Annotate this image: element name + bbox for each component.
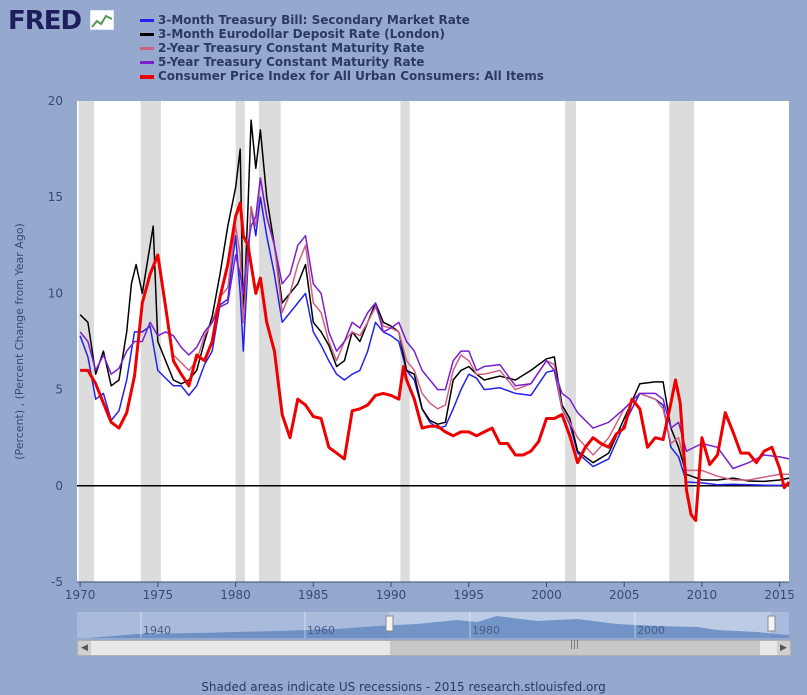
legend-label: Consumer Price Index for All Urban Consu… — [158, 69, 544, 83]
y-tick-label: 15 — [48, 190, 63, 204]
scroll-thumb[interactable]: ||| — [390, 640, 760, 655]
legend-swatch — [140, 33, 154, 36]
fred-logo-chart-icon — [90, 10, 114, 30]
y-tick-label: 10 — [48, 286, 63, 300]
recession-note: Shaded areas indicate US recessions - 20… — [201, 680, 606, 694]
navigator-handle-right[interactable] — [767, 615, 776, 632]
x-tick-label: 1980 — [220, 588, 251, 602]
recession-band-1 — [140, 101, 161, 582]
x-tick-label: 1995 — [453, 588, 484, 602]
navigator-label: 1980 — [472, 624, 500, 637]
legend-label: 2-Year Treasury Constant Maturity Rate — [158, 41, 425, 55]
navigator-handle-left[interactable] — [385, 615, 394, 632]
chart-svg: -5 0 5 10 15 20 1970 1975 1980 1985 1990 1995 2000 20… — [13, 94, 795, 602]
legend-swatch — [140, 19, 154, 22]
x-tick-label: 2015 — [764, 588, 795, 602]
recession-band-5 — [565, 101, 577, 582]
legend-label: 3-Month Eurodollar Deposit Rate (London) — [158, 27, 445, 41]
navigator-label: 1960 — [307, 624, 335, 637]
scroll-right-arrow-icon[interactable]: ▶ — [777, 641, 790, 655]
y-tick-label: 5 — [55, 383, 63, 397]
recession-band-0 — [78, 101, 95, 582]
recession-band-2 — [235, 101, 245, 582]
fred-logo[interactable]: FRED — [8, 6, 82, 36]
x-tick-label: 2000 — [531, 588, 562, 602]
legend-swatch — [140, 47, 154, 50]
legend-label: 3-Month Treasury Bill: Secondary Market … — [158, 13, 470, 27]
x-tick-label: 2005 — [609, 588, 640, 602]
y-tick-label: 0 — [55, 479, 63, 493]
series-line-cpi — [80, 201, 791, 522]
navigator-area — [89, 616, 789, 638]
series-line-treas5 — [79, 177, 790, 470]
x-tick-label: 1975 — [143, 588, 174, 602]
y-tick-label: 20 — [48, 94, 63, 108]
x-tick-label: 1990 — [376, 588, 407, 602]
y-axis-label: (Percent) , (Percent Change from Year Ag… — [13, 223, 26, 460]
legend-swatch — [140, 75, 154, 79]
range-scrollbar[interactable]: ◀ ||| ▶ — [77, 640, 791, 656]
navigator-svg: 1940 1960 1980 2000 — [77, 612, 789, 638]
legend-swatch — [140, 61, 154, 64]
legend-label: 5-Year Treasury Constant Maturity Rate — [158, 55, 425, 69]
recession-band-4 — [400, 101, 410, 582]
navigator-label: 2000 — [637, 624, 665, 637]
x-tick-label: 1985 — [298, 588, 329, 602]
navigator-label: 1940 — [143, 624, 171, 637]
y-tick-label: -5 — [51, 575, 63, 589]
x-tick-label: 1970 — [65, 588, 96, 602]
recession-band-3 — [258, 101, 281, 582]
chart-header: FRED 3-Month Treasury Bill: Secondary Ma… — [0, 0, 807, 95]
x-tick-label: 2010 — [687, 588, 718, 602]
range-navigator[interactable]: 1940 1960 1980 2000 — [77, 612, 789, 638]
scroll-left-arrow-icon[interactable]: ◀ — [78, 641, 91, 655]
